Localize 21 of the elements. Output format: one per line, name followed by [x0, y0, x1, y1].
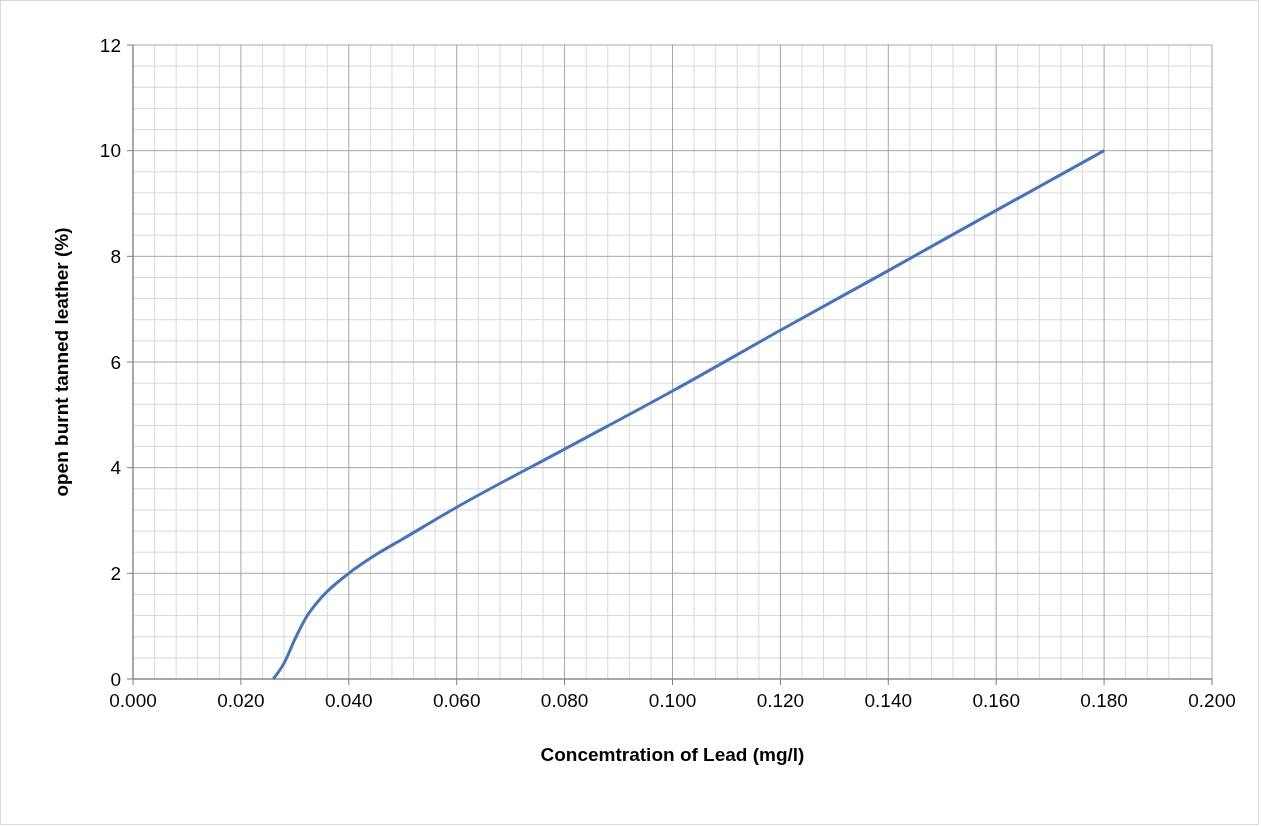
y-tick-label: 4: [110, 457, 122, 479]
line-series: [271, 149, 1106, 681]
x-tick-label: 0.200: [1188, 690, 1236, 711]
x-tick-label: 0.140: [864, 690, 913, 711]
x-tick-label: 0.160: [972, 690, 1020, 711]
y-tick-label: 10: [99, 140, 121, 162]
y-axis-title: open burnt tanned leather (%): [51, 227, 72, 497]
y-tick-label: 6: [110, 351, 121, 373]
y-tick-label: 12: [99, 34, 121, 56]
x-tick-label: 0.180: [1080, 690, 1128, 711]
y-tick-label: 2: [110, 562, 121, 584]
x-tick-label: 0.060: [432, 690, 481, 711]
y-tick-label: 0: [110, 668, 121, 690]
x-tick-label: 0.080: [540, 690, 589, 711]
x-tick-label: 0.100: [648, 690, 697, 711]
x-axis-title: Concemtration of Lead (mg/l): [540, 744, 805, 765]
x-tick-label: 0.020: [217, 690, 265, 711]
x-tick-label: 0.000: [109, 690, 157, 711]
x-tick-label: 0.040: [325, 690, 373, 711]
x-tick-label: 0.120: [756, 690, 805, 711]
y-tick-label: 8: [110, 245, 121, 267]
